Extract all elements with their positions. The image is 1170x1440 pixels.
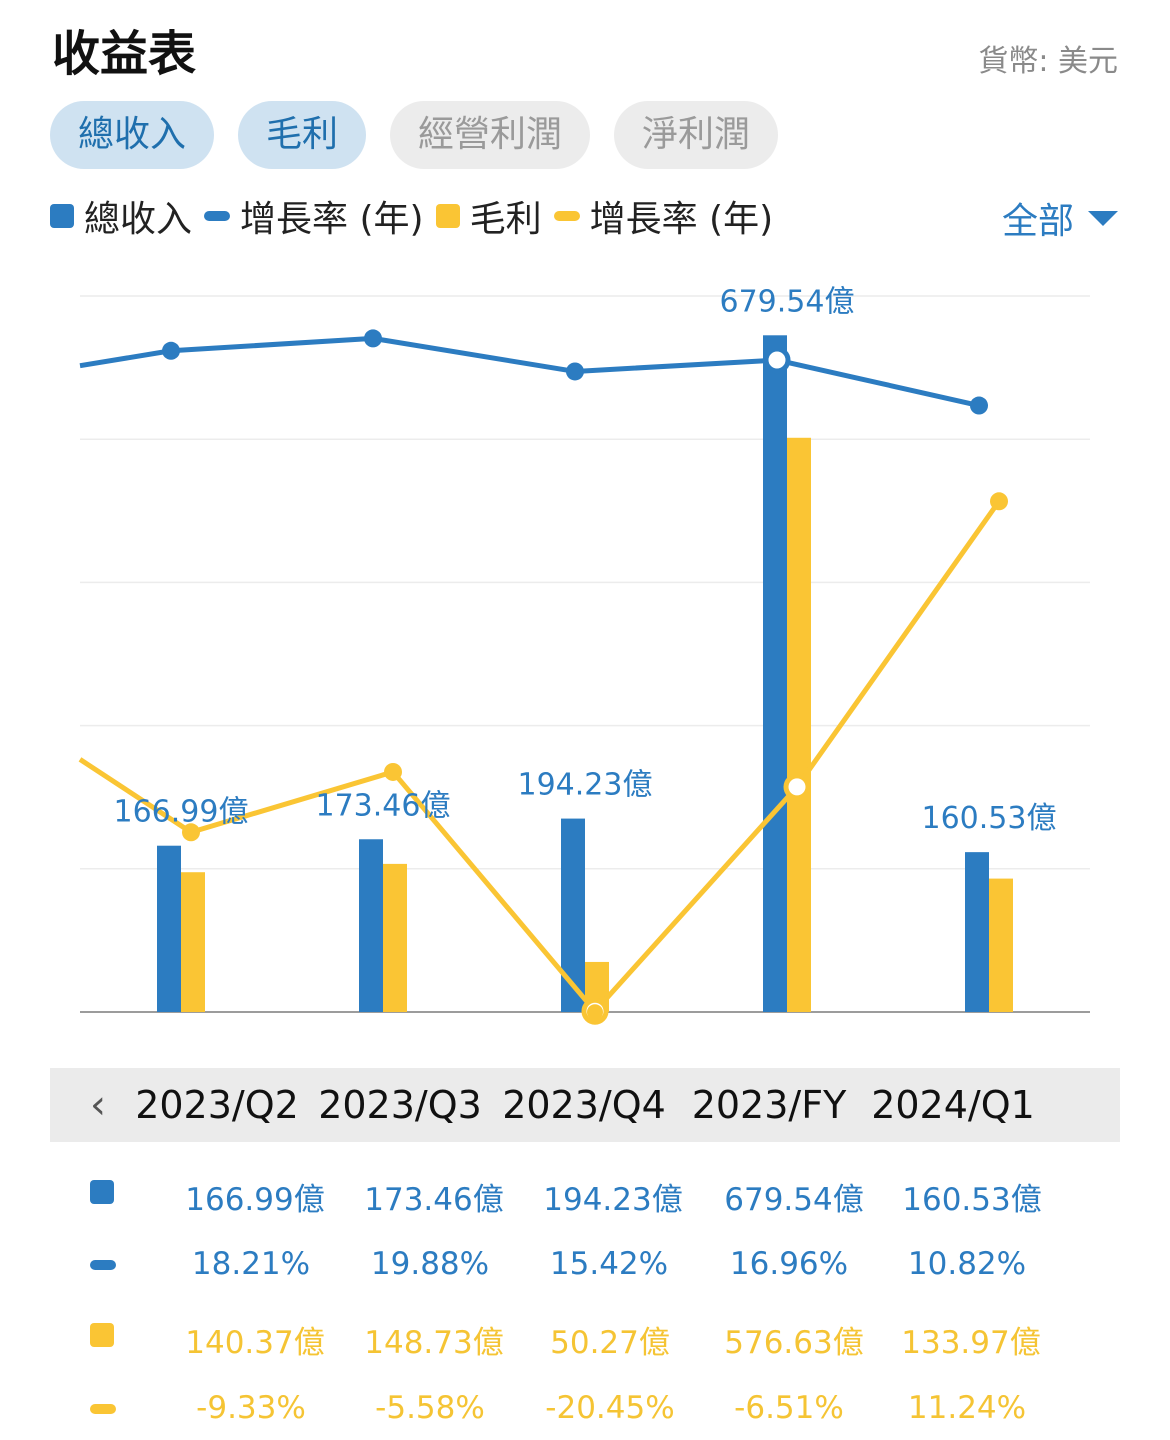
table-row-gross-profit: 140.37億 148.73億 50.27億 576.63億 133.97億 (0, 1305, 1170, 1365)
table-row-gross-profit-growth: -9.33% -5.58% -20.45% -6.51% 11.24% (0, 1378, 1170, 1438)
table-cell: 148.73億 (364, 1325, 504, 1361)
point-gross-profit-growth (384, 762, 402, 781)
page-title: 收益表 (52, 26, 197, 82)
chevron-left-icon[interactable]: ‹ (90, 1082, 106, 1128)
table-cell: 11.24% (907, 1390, 1027, 1426)
bar-gross-profit (181, 872, 205, 1012)
bar-value-label: 173.46億 (316, 788, 451, 823)
period-2023-q2[interactable]: 2023/Q2 (135, 1083, 299, 1127)
table-row-revenue-growth: 18.21% 19.88% 15.42% 16.96% 10.82% (0, 1234, 1170, 1294)
point-revenue-growth (566, 362, 584, 381)
table-cell: 166.99億 (185, 1182, 325, 1218)
blue-square-icon (90, 1180, 114, 1204)
tab-revenue[interactable]: 總收入 (50, 101, 215, 169)
table-cell: 10.82% (907, 1246, 1027, 1282)
bar-value-label: 160.53億 (922, 801, 1057, 836)
legend-gross-profit: 毛利 (435, 190, 542, 242)
range-dropdown[interactable]: 全部 (1002, 192, 1118, 244)
tab-gross-profit[interactable]: 毛利 (238, 101, 367, 169)
point-gross-profit-growth (783, 773, 811, 801)
table-cell: 194.23億 (543, 1182, 683, 1218)
bar-gross-profit (787, 437, 811, 1012)
table-cell: 173.46億 (364, 1182, 504, 1218)
yellow-square-icon (90, 1323, 114, 1347)
table-cell: 50.27億 (550, 1325, 670, 1361)
table-cell: 679.54億 (724, 1182, 864, 1218)
table-cell: 19.88% (370, 1246, 490, 1282)
table-cell: 16.96% (729, 1246, 849, 1282)
legend-revenue-label: 總收入 (84, 199, 193, 240)
table-cell: 15.42% (549, 1246, 669, 1282)
bar-revenue (965, 852, 989, 1012)
point-revenue-growth (970, 396, 988, 415)
yellow-line-icon (553, 211, 580, 221)
table-cell: 140.37億 (185, 1325, 325, 1361)
revenue-chart: 166.99億 173.46億 194.23億 679.54億 160.53億 (78, 284, 1090, 1025)
line-revenue-growth (79, 335, 980, 408)
line-gross-profit-growth (78, 499, 1002, 1014)
yellow-line-icon (90, 1404, 116, 1414)
table-cell: 18.21% (191, 1246, 311, 1282)
table-cell: -20.45% (545, 1390, 675, 1426)
bar-value-label: 166.99億 (114, 795, 249, 830)
point-revenue-growth (364, 329, 382, 348)
point-revenue-growth (763, 346, 791, 374)
point-revenue-growth (162, 341, 180, 360)
point-gross-profit-growth (182, 823, 200, 842)
table-cell: -6.51% (734, 1390, 844, 1426)
blue-line-icon (90, 1260, 116, 1270)
blue-line-icon (204, 211, 231, 221)
bar-gross-profit (989, 878, 1013, 1012)
bar-revenue (359, 839, 383, 1012)
metric-tabs: 總收入 毛利 經營利潤 淨利潤 (50, 101, 779, 169)
point-gross-profit-growth (990, 492, 1008, 511)
bar-value-label: 194.23億 (518, 768, 653, 803)
legend-revenue-growth: 增長率 (年) (204, 190, 424, 242)
legend-gross-profit-growth-label: 增長率 (年) (589, 199, 774, 240)
chart-legend: 總收入 增長率 (年) 毛利 增長率 (年) (50, 190, 785, 242)
bar-revenue (157, 845, 181, 1012)
table-cell: 160.53億 (902, 1182, 1042, 1218)
currency-label: 貨幣: 美元 (978, 44, 1118, 79)
table-cell: -5.58% (375, 1390, 485, 1426)
table-cell: 576.63億 (724, 1325, 864, 1361)
blue-square-icon (50, 204, 74, 228)
legend-gross-profit-label: 毛利 (469, 199, 542, 240)
table-row-revenue: 166.99億 173.46億 194.23億 679.54億 160.53億 (0, 1162, 1170, 1222)
table-cell: 133.97億 (901, 1325, 1041, 1361)
period-selector: ‹ 2023/Q2 2023/Q3 2023/Q4 2023/FY 2024/Q… (50, 1068, 1120, 1142)
legend-gross-profit-growth: 增長率 (年) (553, 190, 774, 242)
period-2023-q3[interactable]: 2023/Q3 (318, 1083, 482, 1127)
tab-net-profit[interactable]: 淨利潤 (614, 101, 779, 169)
point-gross-profit-growth-core (587, 1004, 603, 1021)
bar-revenue (763, 335, 787, 1012)
period-2024-q1[interactable]: 2024/Q1 (871, 1083, 1035, 1127)
bar-value-label: 679.54億 (720, 284, 855, 319)
tab-operating-profit[interactable]: 經營利潤 (390, 101, 591, 169)
yellow-square-icon (435, 204, 460, 228)
bar-revenue (561, 818, 585, 1012)
legend-revenue-growth-label: 增長率 (年) (240, 199, 424, 240)
legend-revenue: 總收入 (50, 190, 192, 242)
bar-gross-profit (383, 863, 407, 1012)
period-2023-q4[interactable]: 2023/Q4 (502, 1083, 666, 1127)
caret-down-icon (1088, 210, 1118, 226)
range-dropdown-label: 全部 (1001, 201, 1074, 242)
period-2023-fy[interactable]: 2023/FY (691, 1083, 847, 1127)
table-cell: -9.33% (196, 1390, 306, 1426)
